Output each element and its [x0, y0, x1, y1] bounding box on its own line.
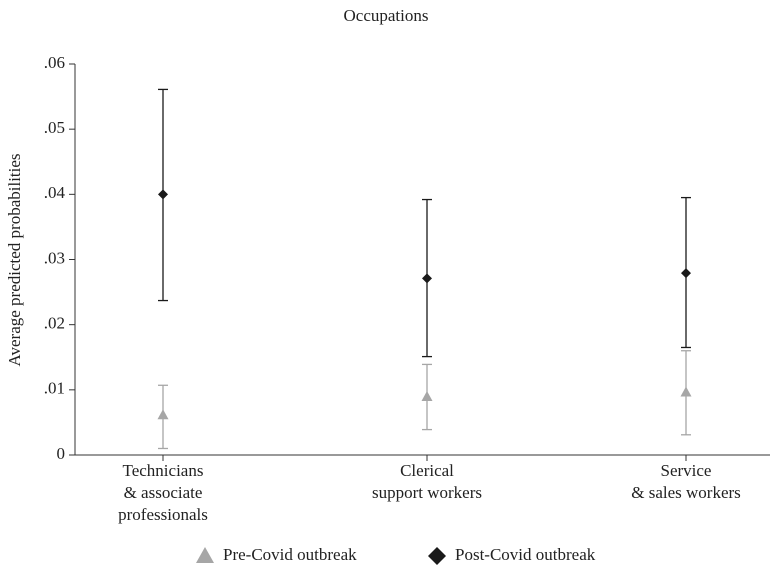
point — [681, 268, 691, 279]
y-tick-label: .02 — [44, 314, 65, 333]
point — [422, 273, 432, 284]
y-tick-label: .03 — [44, 248, 65, 267]
x-tick-label: Technicians — [123, 461, 204, 480]
x-tick-label: & associate — [124, 483, 203, 502]
y-axis-label: Average predicted probabilities — [5, 153, 24, 366]
point — [421, 391, 433, 402]
chart-title: Occupations — [344, 6, 429, 25]
x-tick-label: professionals — [118, 505, 208, 524]
y-tick-label: .06 — [44, 53, 65, 72]
point — [157, 409, 169, 420]
point — [158, 189, 168, 200]
y-tick-label: .04 — [44, 183, 66, 202]
x-tick-label: Clerical — [400, 461, 454, 480]
legend-marker — [428, 547, 446, 565]
point — [680, 386, 692, 397]
legend-label: Post-Covid outbreak — [455, 545, 596, 564]
legend-marker — [196, 547, 214, 563]
legend-label: Pre-Covid outbreak — [223, 545, 357, 564]
x-tick-label: Service — [661, 461, 712, 480]
y-tick-label: .05 — [44, 118, 65, 137]
x-tick-label: support workers — [372, 483, 482, 502]
y-tick-label: 0 — [57, 444, 66, 463]
y-tick-label: .01 — [44, 379, 65, 398]
x-tick-label: & sales workers — [631, 483, 741, 502]
